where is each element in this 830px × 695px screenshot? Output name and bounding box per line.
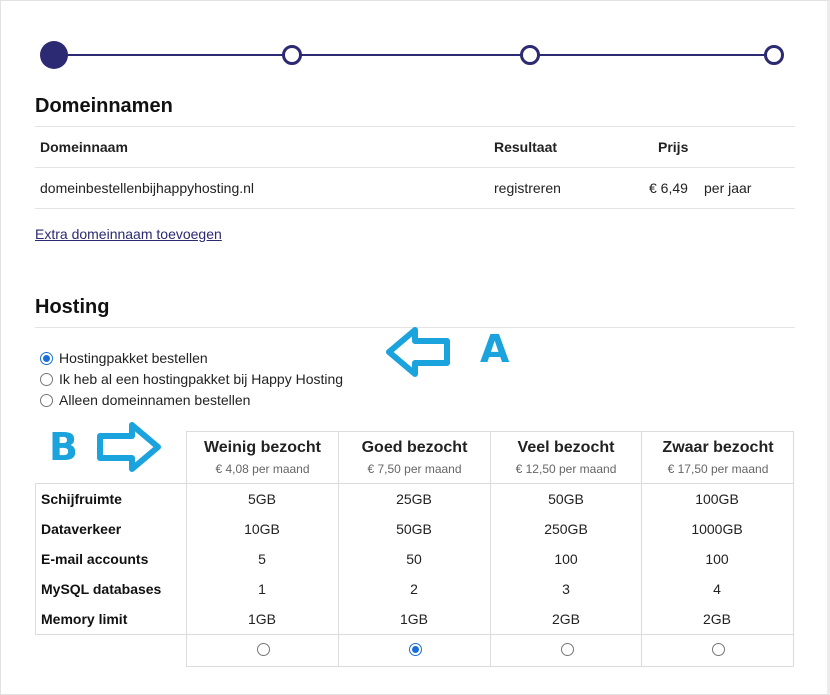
feature-value: 5 [258,551,266,567]
feature-value: 2GB [702,611,731,627]
feature-value: 1GB [247,611,276,627]
feature-value: 1000GB [691,521,743,537]
feature-value: 100 [554,551,578,567]
divider [641,431,642,667]
feature-value: 100 [705,551,729,567]
plan-header: Zwaar bezocht € 17,50 per maand [642,431,794,476]
feature-value: 100GB [695,491,739,507]
domains-title: Domeinnamen [35,95,173,117]
hosting-title: Hosting [35,296,110,318]
step-4 [764,45,784,65]
plan-price: € 7,50 per maand [367,462,462,476]
col-result: Resultaat [494,139,558,155]
plan-radio-zwaar[interactable] [712,643,725,656]
domain-period: per jaar [704,180,752,196]
arrow-right-icon [97,422,161,472]
hosting-option-domains-only[interactable]: Alleen domeinnamen bestellen [40,392,250,408]
feature-value: 2 [410,581,418,597]
radio-button-checked[interactable] [40,351,53,365]
divider [338,431,339,667]
plan-price: € 12,50 per maand [515,462,617,476]
stepper-line [52,54,774,56]
hosting-option-label: Ik heb al een hostingpakket bij Happy Ho… [59,371,344,387]
plan-radio-goed[interactable] [409,643,422,656]
arrow-left-icon [386,327,450,377]
feature-value: 10GB [244,521,280,537]
features-grid [35,483,794,635]
divider [35,126,795,127]
divider [35,208,795,209]
hosting-option-label: Alleen domeinnamen bestellen [59,392,251,408]
plan-name: Goed bezocht [361,439,468,456]
feature-value: 50GB [396,521,432,537]
step-1-active [40,41,68,69]
divider [35,167,795,168]
feature-value: 5GB [247,491,276,507]
step-2 [282,45,302,65]
plan-name: Veel bezocht [517,439,615,456]
col-price: Prijs [658,139,689,155]
feature-value: 4 [713,581,721,597]
plan-price: € 4,08 per maand [215,462,310,476]
plan-radio-veel[interactable] [561,643,574,656]
hosting-option-label: Hostingpakket bestellen [59,350,208,366]
annotation-b: B [49,425,78,469]
plan-header: Goed bezocht € 7,50 per maand [339,431,490,476]
plan-radio-weinig[interactable] [257,643,270,656]
step-3 [520,45,540,65]
feature-label: MySQL databases [41,581,162,597]
plan-header: Veel bezocht € 12,50 per maand [491,431,641,476]
radio-button[interactable] [40,393,53,407]
feature-value: 50GB [548,491,584,507]
plan-price: € 17,50 per maand [667,462,769,476]
feature-value: 1 [258,581,266,597]
table-row: domeinbestellenbijhappyhosting.nl regist… [35,168,795,208]
feature-value: 2GB [551,611,580,627]
feature-value: 25GB [396,491,432,507]
hosting-option-existing[interactable]: Ik heb al een hostingpakket bij Happy Ho… [40,371,343,387]
feature-label: Schijfruimte [41,491,122,507]
hosting-option-order[interactable]: Hostingpakket bestellen [40,350,208,366]
hosting-plans-table: Weinig bezocht € 4,08 per maand Goed bez… [35,431,794,667]
domain-price: € 6,49 [649,180,688,196]
plan-name: Zwaar bezocht [662,439,774,456]
divider [490,431,491,667]
add-domain-link[interactable]: Extra domeinnaam toevoegen [35,226,222,242]
plan-header: Weinig bezocht € 4,08 per maand [187,431,338,476]
feature-label: Dataverkeer [41,521,122,537]
plan-name: Weinig bezocht [203,439,322,456]
progress-stepper [40,41,784,69]
domains-table-header: Domeinnaam Resultaat Prijs [35,127,795,167]
col-domain-name: Domeinnaam [40,139,128,155]
domain-result: registreren [494,180,561,196]
feature-label: Memory limit [41,611,128,627]
domain-name: domeinbestellenbijhappyhosting.nl [40,180,255,196]
radio-button[interactable] [40,372,53,386]
feature-value: 50 [406,551,422,567]
annotation-a: A [480,327,510,371]
feature-value: 3 [562,581,570,597]
feature-value: 250GB [544,521,588,537]
feature-value: 1GB [399,611,428,627]
feature-label: E-mail accounts [41,551,149,567]
